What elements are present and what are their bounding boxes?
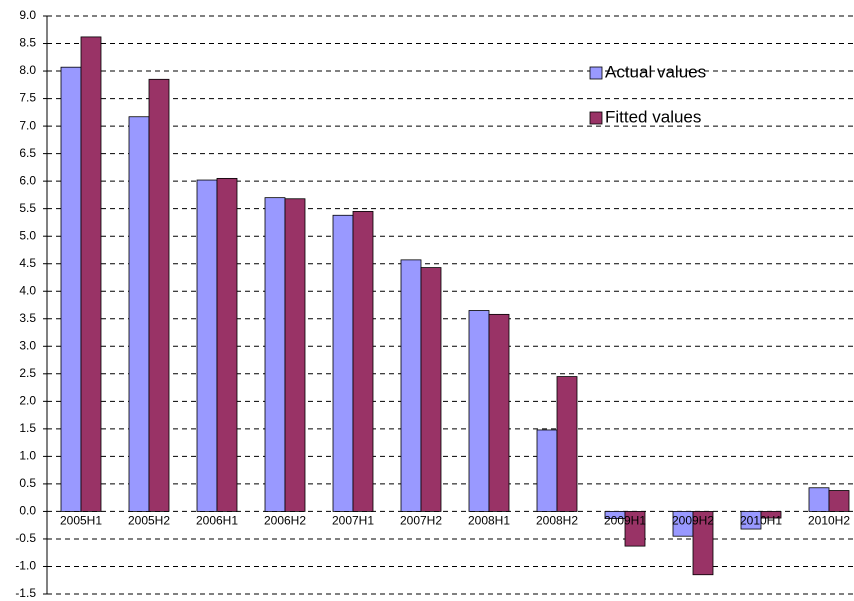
y-tick-label: 9.0 <box>19 8 36 22</box>
y-tick-label: 6.5 <box>19 146 36 160</box>
bar <box>264 197 286 512</box>
bar <box>536 429 558 512</box>
x-tick-label: 2007H2 <box>400 514 442 528</box>
x-tick-label: 2008H1 <box>468 514 510 528</box>
y-tick-label: 7.0 <box>19 118 36 132</box>
x-tick-label: 2009H2 <box>672 514 714 528</box>
bar <box>420 267 442 512</box>
y-tick-label: 4.5 <box>19 256 36 270</box>
bar <box>760 511 782 519</box>
y-tick-label: 5.0 <box>19 228 36 242</box>
bar <box>468 310 490 512</box>
bar <box>808 487 830 512</box>
x-tick-label: 2006H1 <box>196 514 238 528</box>
bar <box>284 198 306 512</box>
y-tick-label: 1.0 <box>19 449 36 463</box>
y-tick-label: 3.5 <box>19 311 36 325</box>
legend-swatch <box>589 111 603 125</box>
x-tick-label: 2010H2 <box>808 514 850 528</box>
legend-text: Actual values <box>605 62 706 81</box>
bar <box>80 36 102 512</box>
y-tick-label: -0.5 <box>15 531 36 545</box>
y-tick-label: 5.5 <box>19 201 36 215</box>
y-tick-label: 8.0 <box>19 63 36 77</box>
x-tick-label: 2008H2 <box>536 514 578 528</box>
y-tick-label: 1.5 <box>19 421 36 435</box>
bar <box>196 179 218 512</box>
bar <box>624 511 646 547</box>
bar <box>216 177 238 512</box>
y-tick-label: -1.0 <box>15 559 36 573</box>
bar <box>828 490 850 512</box>
legend-text: Fitted values <box>605 107 701 126</box>
y-tick-label: 8.5 <box>19 36 36 50</box>
x-tick-label: 2006H2 <box>264 514 306 528</box>
bar <box>740 511 762 530</box>
x-tick-label: 2010H1 <box>740 514 782 528</box>
bar <box>60 66 82 512</box>
y-tick-label: 0.0 <box>19 504 36 518</box>
x-tick-label: 2005H1 <box>60 514 102 528</box>
bar <box>556 376 578 512</box>
y-tick-label: 4.0 <box>19 283 36 297</box>
y-tick-label: 2.0 <box>19 394 36 408</box>
x-tick-label: 2005H2 <box>128 514 170 528</box>
bar <box>128 116 150 512</box>
y-tick-label: 3.0 <box>19 338 36 352</box>
y-tick-label: 6.0 <box>19 173 36 187</box>
y-tick-label: -1.5 <box>15 586 36 600</box>
bar <box>352 211 374 512</box>
bar <box>692 511 714 576</box>
bar <box>400 259 422 512</box>
x-tick-label: 2007H1 <box>332 514 374 528</box>
y-tick-label: 7.5 <box>19 91 36 105</box>
legend-swatch <box>589 66 603 80</box>
y-tick-label: 2.5 <box>19 366 36 380</box>
bar <box>332 214 354 512</box>
x-tick-label: 2009H1 <box>604 514 646 528</box>
bar <box>148 78 170 512</box>
y-tick-label: 0.5 <box>19 476 36 490</box>
bar <box>488 313 510 512</box>
